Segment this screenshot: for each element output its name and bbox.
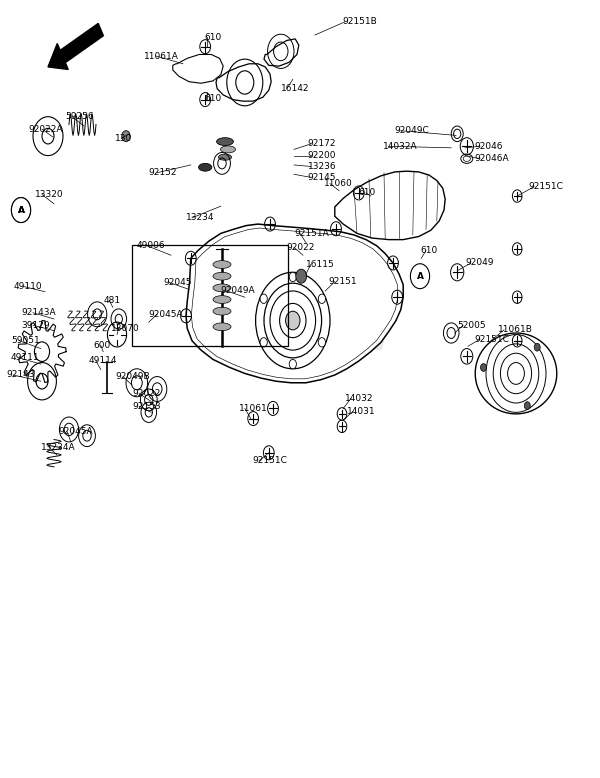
Text: 39129: 39129	[21, 321, 50, 330]
Circle shape	[289, 272, 296, 282]
Text: 92022A: 92022A	[29, 124, 64, 134]
Text: 92049: 92049	[465, 258, 493, 268]
Text: 14031: 14031	[347, 407, 376, 416]
Text: 610: 610	[420, 246, 437, 255]
Text: 92151C: 92151C	[528, 182, 563, 191]
Text: 92200: 92200	[308, 151, 337, 160]
Ellipse shape	[213, 323, 231, 331]
Ellipse shape	[213, 272, 231, 280]
FancyArrow shape	[48, 23, 103, 69]
Text: 11061B: 11061B	[498, 325, 533, 335]
Text: 92151C: 92151C	[474, 335, 509, 344]
Text: 92045A: 92045A	[149, 310, 184, 319]
Ellipse shape	[221, 146, 235, 152]
Text: A: A	[17, 205, 25, 215]
Ellipse shape	[218, 154, 232, 160]
Text: 13234A: 13234A	[41, 443, 76, 452]
Ellipse shape	[213, 296, 231, 303]
Polygon shape	[173, 54, 223, 83]
Text: 92045: 92045	[163, 278, 192, 287]
Circle shape	[122, 131, 130, 142]
Text: 92153: 92153	[132, 401, 161, 411]
Text: 13234: 13234	[186, 213, 215, 223]
Ellipse shape	[217, 138, 233, 145]
Circle shape	[534, 343, 540, 351]
Circle shape	[318, 294, 325, 303]
Text: 92143: 92143	[6, 370, 35, 380]
Text: 13070: 13070	[111, 324, 140, 333]
Text: 92022: 92022	[132, 389, 160, 398]
Text: 49110: 49110	[13, 282, 42, 291]
Text: A: A	[416, 272, 424, 281]
Text: 92049C: 92049C	[395, 126, 430, 135]
Circle shape	[410, 264, 430, 289]
Text: 49114: 49114	[89, 356, 118, 366]
Text: 92151C: 92151C	[252, 456, 287, 465]
Text: 92151A: 92151A	[294, 229, 329, 238]
Text: 13236: 13236	[308, 162, 337, 171]
Text: A: A	[17, 205, 25, 215]
Circle shape	[286, 311, 300, 330]
Text: 610: 610	[204, 94, 221, 103]
Text: 59051: 59051	[11, 336, 40, 345]
Text: 49111: 49111	[11, 353, 40, 363]
Ellipse shape	[199, 163, 212, 171]
Text: 92046A: 92046A	[474, 154, 509, 163]
Text: 16115: 16115	[306, 260, 335, 269]
Text: 92143A: 92143A	[21, 308, 56, 317]
Ellipse shape	[213, 284, 231, 292]
Text: 14032A: 14032A	[383, 142, 418, 151]
Polygon shape	[216, 64, 271, 101]
Circle shape	[11, 198, 31, 223]
Circle shape	[289, 359, 296, 369]
Polygon shape	[186, 224, 403, 383]
Text: 49006: 49006	[137, 240, 166, 250]
Text: 610: 610	[359, 188, 376, 198]
Ellipse shape	[213, 307, 231, 315]
Polygon shape	[264, 39, 299, 66]
Circle shape	[481, 363, 487, 371]
Text: 92145: 92145	[308, 173, 337, 182]
Text: abliki: abliki	[210, 306, 390, 363]
Polygon shape	[335, 171, 445, 240]
Text: 92151B: 92151B	[342, 17, 377, 26]
Text: 92152: 92152	[149, 168, 178, 177]
Text: 130: 130	[115, 134, 133, 143]
Text: 92045A: 92045A	[59, 427, 94, 436]
Circle shape	[524, 401, 530, 409]
Text: 92049B: 92049B	[115, 372, 150, 381]
Text: 610: 610	[204, 33, 221, 42]
Circle shape	[318, 338, 325, 347]
Text: 16142: 16142	[281, 84, 310, 93]
Text: 92049A: 92049A	[221, 286, 256, 296]
Circle shape	[260, 338, 268, 347]
Ellipse shape	[213, 261, 231, 268]
Text: 92022: 92022	[287, 243, 315, 252]
Text: 92172: 92172	[308, 139, 337, 149]
Text: 92046: 92046	[474, 142, 503, 151]
Text: 59256: 59256	[65, 112, 94, 121]
Text: 600: 600	[93, 341, 110, 350]
Circle shape	[296, 269, 307, 283]
Polygon shape	[475, 333, 557, 414]
Text: 11060: 11060	[324, 179, 353, 188]
Text: 481: 481	[103, 296, 121, 305]
Circle shape	[260, 294, 268, 303]
Text: 11061: 11061	[239, 404, 268, 413]
Bar	[132, 245, 288, 346]
Text: 14032: 14032	[345, 394, 373, 403]
Circle shape	[11, 198, 31, 223]
Text: 52005: 52005	[457, 321, 486, 330]
Text: 92151: 92151	[329, 277, 358, 286]
Text: 11061A: 11061A	[144, 51, 179, 61]
Text: 13320: 13320	[35, 190, 64, 199]
